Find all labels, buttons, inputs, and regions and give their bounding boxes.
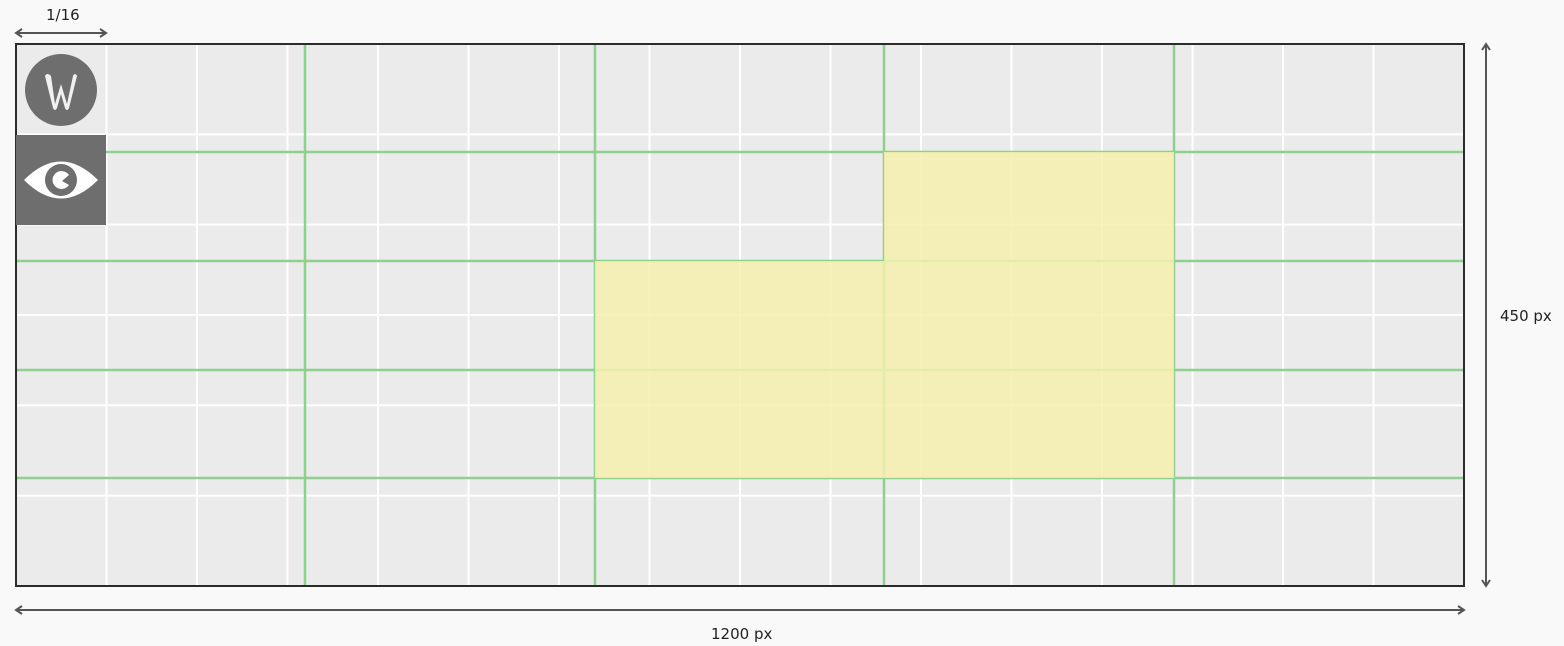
eye-icon xyxy=(16,135,106,225)
highlight-region xyxy=(884,152,1174,478)
canvas-frame xyxy=(15,43,1465,587)
highlight-regions xyxy=(595,152,1174,478)
column-width-arrow xyxy=(14,28,108,38)
column-fraction-label: 1/16 xyxy=(46,6,80,24)
height-label: 450 px xyxy=(1500,307,1552,325)
height-arrow xyxy=(1481,42,1491,588)
highlight-region xyxy=(595,261,884,478)
width-label: 1200 px xyxy=(711,625,773,643)
logo-w-icon xyxy=(25,54,97,126)
width-arrow xyxy=(14,605,1466,615)
